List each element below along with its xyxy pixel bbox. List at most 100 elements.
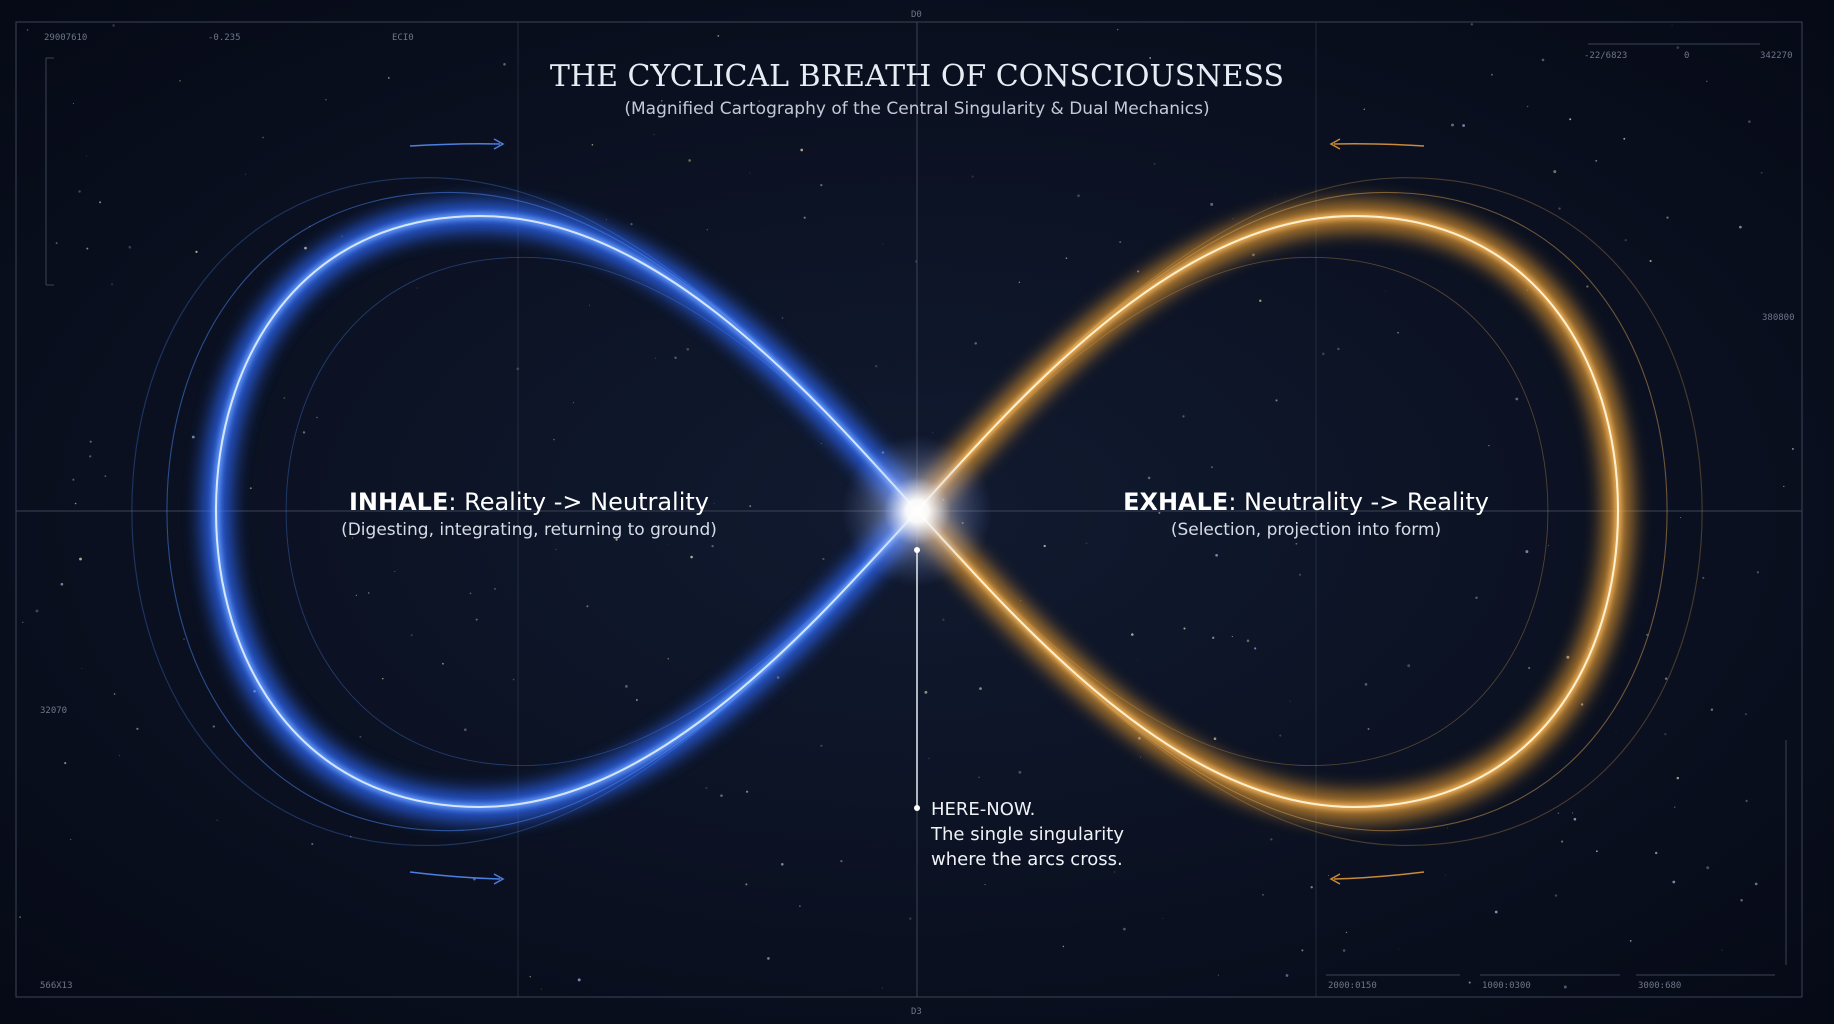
- star: [512, 678, 515, 681]
- frame-label: 2000:0150: [1328, 981, 1377, 991]
- star: [475, 618, 478, 621]
- star: [971, 175, 974, 178]
- star: [1706, 80, 1708, 82]
- star: [776, 676, 780, 679]
- star: [355, 594, 358, 597]
- frame-label: 342270: [1760, 51, 1793, 61]
- star: [605, 219, 607, 221]
- star: [1554, 894, 1558, 897]
- star: [706, 229, 708, 231]
- star: [1116, 28, 1119, 31]
- callout-text: HERE-NOW.: [931, 799, 1035, 820]
- star: [89, 440, 92, 443]
- star: [1279, 734, 1282, 737]
- star: [1676, 46, 1680, 49]
- star: [316, 416, 318, 419]
- star: [1679, 516, 1681, 519]
- star: [1475, 596, 1478, 600]
- inhale-keyword: INHALE: [349, 488, 448, 516]
- star: [1654, 851, 1658, 855]
- frame-label: 32070: [40, 706, 67, 716]
- singularity-glow: [842, 436, 992, 586]
- star: [1018, 770, 1022, 774]
- star: [64, 762, 67, 765]
- star: [781, 863, 784, 866]
- star: [40, 986, 42, 989]
- star: [625, 685, 628, 688]
- frame-label: 566X13: [40, 981, 73, 991]
- star: [1739, 225, 1742, 229]
- star: [1153, 163, 1156, 165]
- star: [1783, 485, 1785, 488]
- star: [1337, 347, 1340, 351]
- singularity-callout: HERE-NOW. The single singularity where t…: [914, 547, 1124, 870]
- star: [942, 618, 945, 621]
- star: [1327, 875, 1329, 876]
- star: [745, 790, 749, 793]
- exhale-text: : Neutrality -> Reality: [1228, 488, 1489, 516]
- star: [244, 173, 246, 175]
- star: [1525, 550, 1529, 554]
- star: [758, 100, 760, 102]
- frame-label: -22/6823: [1584, 51, 1627, 61]
- star: [1246, 639, 1250, 643]
- inhale-label: INHALE: Reality -> Neutrality: [349, 488, 709, 516]
- star: [881, 987, 883, 989]
- star: [1114, 871, 1116, 873]
- star: [111, 283, 113, 286]
- star: [1217, 974, 1220, 976]
- star: [494, 588, 496, 590]
- star: [713, 503, 715, 505]
- star: [1566, 655, 1570, 659]
- star: [1212, 636, 1215, 639]
- star: [711, 544, 714, 548]
- star: [1274, 193, 1277, 195]
- star: [112, 24, 115, 27]
- star: [1085, 542, 1088, 545]
- star: [179, 79, 181, 82]
- star: [882, 243, 884, 245]
- star: [1215, 553, 1218, 557]
- star: [654, 357, 657, 359]
- star: [469, 592, 472, 595]
- star: [55, 242, 58, 245]
- star: [1018, 281, 1021, 284]
- star: [666, 544, 668, 546]
- star: [572, 401, 575, 404]
- star: [1541, 58, 1545, 62]
- star: [262, 136, 264, 139]
- star: [1364, 683, 1368, 686]
- star: [351, 537, 353, 539]
- star: [1043, 544, 1046, 548]
- star: [1210, 202, 1214, 206]
- star: [1494, 910, 1498, 914]
- star: [19, 916, 21, 918]
- frame-label: D3: [911, 1007, 922, 1017]
- star: [1285, 974, 1289, 977]
- star: [387, 77, 390, 79]
- star: [463, 728, 467, 732]
- star: [442, 662, 444, 665]
- star: [591, 143, 594, 146]
- star: [875, 365, 878, 368]
- star: [1754, 882, 1758, 886]
- star: [1664, 732, 1667, 736]
- star: [1447, 827, 1448, 829]
- star: [615, 538, 618, 541]
- star: [1119, 241, 1122, 244]
- infinity: [131, 177, 1703, 847]
- star: [1615, 731, 1617, 733]
- star: [1561, 840, 1564, 843]
- star: [909, 917, 912, 920]
- star: [325, 99, 327, 101]
- star: [1131, 633, 1134, 636]
- star: [1515, 397, 1519, 401]
- star: [1213, 737, 1217, 741]
- title: THE CYCLICAL BREATH OF CONSCIOUSNESS: [550, 59, 1284, 94]
- star: [1077, 194, 1080, 198]
- frame-label: 1000:0300: [1482, 981, 1531, 991]
- star: [799, 905, 801, 907]
- star: [1183, 627, 1186, 630]
- star: [749, 172, 751, 174]
- star: [822, 557, 825, 561]
